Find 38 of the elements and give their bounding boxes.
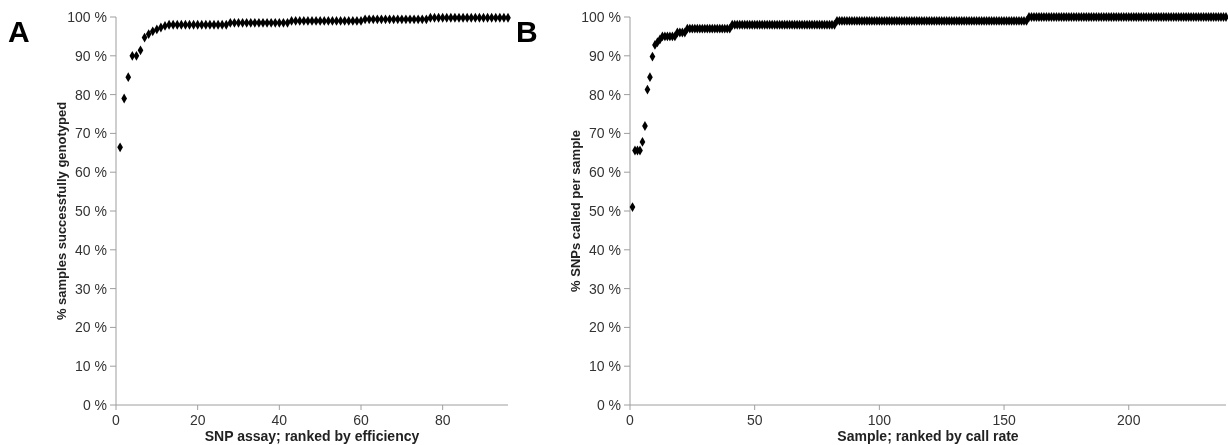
- text: A: [8, 15, 30, 48]
- x-axis-title: Sample; ranked by call rate: [837, 428, 1019, 444]
- x-tick-label: 200: [1117, 412, 1141, 428]
- y-tick-label: 80 %: [589, 86, 621, 103]
- x-tick-label: 0: [626, 412, 635, 428]
- y-tick-label: 50 %: [589, 202, 621, 219]
- y-tick-label: 80 %: [75, 86, 107, 103]
- y-tick-label: 10 %: [75, 358, 107, 375]
- y-tick-label: 40 %: [589, 241, 621, 258]
- y-tick-label: 100 %: [67, 8, 107, 25]
- y-tick-label: 30 %: [75, 280, 107, 297]
- y-axis-title: % SNPs called per sample: [568, 130, 583, 292]
- y-tick-label: 70 %: [589, 125, 621, 142]
- y-tick-label: 20 %: [589, 319, 621, 336]
- y-tick-label: 0 %: [596, 396, 621, 413]
- y-tick-label: 40 %: [75, 241, 107, 258]
- x-axis-title: SNP assay; ranked by efficiency: [204, 428, 420, 444]
- x-tick-label: 100: [867, 412, 892, 428]
- y-tick-label: 90 %: [75, 47, 107, 64]
- y-tick-label: 70 %: [75, 125, 107, 142]
- y-tick-label: 50 %: [75, 202, 107, 219]
- y-tick-label: 60 %: [75, 164, 107, 181]
- y-tick-label: 0 %: [82, 396, 107, 413]
- y-tick-label: 90 %: [589, 47, 621, 64]
- y-tick-label: 30 %: [589, 280, 621, 297]
- x-tick-label: 50: [746, 412, 763, 428]
- x-tick-label: 60: [353, 412, 369, 428]
- x-tick-label: 0: [112, 412, 121, 428]
- text: B: [516, 15, 538, 48]
- y-tick-label: 10 %: [589, 358, 621, 375]
- x-tick-label: 150: [992, 412, 1016, 428]
- x-tick-label: 20: [189, 412, 206, 428]
- y-axis-title: % samples successfully genotyped: [54, 101, 69, 321]
- y-tick-label: 20 %: [75, 319, 107, 336]
- x-tick-label: 40: [271, 412, 288, 428]
- x-tick-label: 80: [434, 412, 451, 428]
- y-tick-label: 60 %: [589, 164, 621, 181]
- y-tick-label: 100 %: [581, 8, 621, 25]
